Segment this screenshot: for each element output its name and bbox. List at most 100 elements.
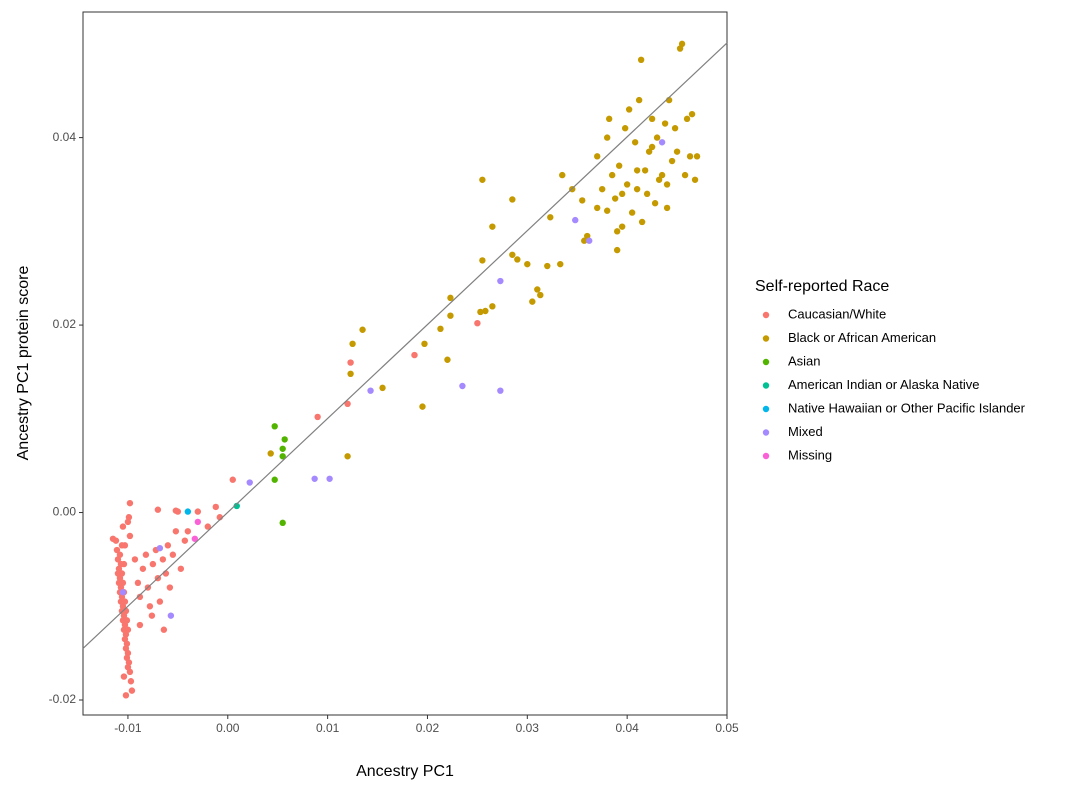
point bbox=[628, 209, 636, 216]
point bbox=[326, 475, 333, 482]
x-tick-label: 0.04 bbox=[615, 721, 639, 735]
point bbox=[246, 479, 253, 486]
point bbox=[120, 673, 128, 680]
point bbox=[118, 570, 126, 577]
fit-line bbox=[82, 42, 728, 649]
legend-label: Native Hawaiian or Other Pacific Islande… bbox=[788, 400, 1026, 415]
point bbox=[581, 237, 588, 244]
point bbox=[605, 115, 613, 123]
point bbox=[109, 535, 117, 542]
point bbox=[142, 551, 150, 558]
point bbox=[156, 598, 164, 605]
point bbox=[124, 518, 132, 526]
point bbox=[643, 190, 651, 198]
point bbox=[641, 167, 649, 174]
point bbox=[509, 196, 516, 203]
point bbox=[529, 298, 536, 305]
point bbox=[683, 115, 691, 123]
point bbox=[598, 185, 606, 193]
point bbox=[497, 277, 504, 285]
point bbox=[119, 579, 127, 587]
x-tick-label: 0.03 bbox=[516, 721, 540, 735]
y-tick-label: 0.00 bbox=[53, 505, 77, 519]
point bbox=[623, 181, 631, 188]
point bbox=[633, 167, 641, 174]
point bbox=[127, 678, 135, 685]
point bbox=[514, 256, 521, 263]
point bbox=[229, 476, 236, 483]
point bbox=[311, 475, 318, 482]
point bbox=[658, 171, 666, 179]
point bbox=[572, 216, 579, 224]
point bbox=[489, 303, 496, 310]
point bbox=[279, 445, 286, 452]
point bbox=[479, 257, 486, 264]
point bbox=[184, 508, 192, 515]
legend-label: Missing bbox=[788, 447, 832, 462]
point bbox=[681, 171, 689, 179]
point bbox=[477, 308, 484, 316]
point bbox=[167, 612, 175, 619]
point bbox=[172, 507, 180, 514]
x-tick-label: 0.02 bbox=[416, 721, 440, 735]
point bbox=[651, 200, 659, 207]
point bbox=[146, 603, 154, 610]
point bbox=[635, 96, 643, 104]
point bbox=[474, 319, 481, 327]
point bbox=[156, 544, 164, 552]
point bbox=[547, 214, 554, 221]
point bbox=[113, 546, 121, 554]
point bbox=[603, 207, 611, 214]
point bbox=[159, 556, 167, 563]
point bbox=[645, 148, 653, 155]
point bbox=[120, 560, 128, 568]
point bbox=[411, 351, 418, 359]
plot-panel bbox=[82, 11, 728, 716]
point bbox=[344, 400, 351, 408]
point bbox=[509, 251, 516, 258]
point bbox=[594, 204, 601, 212]
point bbox=[579, 197, 586, 204]
point bbox=[267, 450, 274, 457]
point bbox=[166, 584, 174, 591]
point bbox=[447, 294, 454, 302]
point bbox=[349, 340, 356, 348]
point bbox=[367, 387, 374, 394]
point bbox=[671, 125, 679, 132]
point bbox=[177, 565, 185, 572]
point bbox=[347, 370, 354, 378]
point bbox=[122, 692, 130, 699]
point bbox=[172, 528, 180, 535]
point bbox=[678, 40, 686, 48]
point bbox=[279, 519, 286, 527]
point bbox=[136, 593, 144, 601]
point bbox=[122, 645, 130, 652]
point bbox=[281, 436, 288, 443]
point bbox=[537, 291, 544, 299]
point bbox=[459, 382, 466, 390]
legend-title: Self-reported Race bbox=[755, 278, 889, 295]
point bbox=[126, 499, 134, 507]
point bbox=[271, 476, 278, 483]
x-tick-label: -0.01 bbox=[114, 721, 142, 735]
point bbox=[653, 134, 661, 141]
point bbox=[586, 237, 593, 244]
point bbox=[482, 307, 489, 315]
x-axis-title: Ancestry PC1 bbox=[356, 763, 454, 780]
point bbox=[128, 687, 136, 694]
legend-key bbox=[762, 429, 770, 436]
point bbox=[344, 453, 351, 460]
y-tick-label: -0.02 bbox=[49, 692, 77, 706]
point bbox=[618, 223, 626, 230]
point bbox=[668, 157, 676, 165]
point bbox=[121, 542, 129, 549]
point bbox=[633, 185, 641, 193]
point bbox=[116, 551, 124, 558]
point bbox=[271, 423, 278, 430]
point bbox=[608, 171, 616, 179]
point bbox=[123, 617, 131, 624]
y-tick-label: 0.02 bbox=[53, 317, 77, 331]
point bbox=[119, 523, 127, 530]
point bbox=[625, 106, 633, 113]
